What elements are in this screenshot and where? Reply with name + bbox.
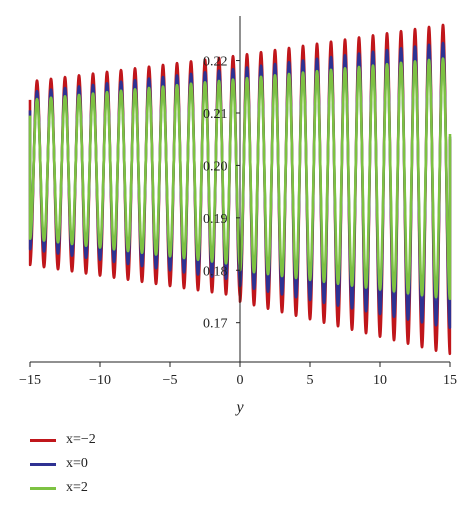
x-tick-label: 0 — [237, 373, 244, 388]
x-tick-label: 10 — [373, 373, 387, 388]
x-axis-label: y — [234, 399, 244, 416]
legend-label: x=−2 — [66, 432, 96, 447]
legend-swatch — [30, 486, 56, 490]
x-tick-label: 15 — [443, 373, 457, 388]
x-ticks: −15 −10 −5 0 5 10 15 — [19, 362, 457, 388]
legend-item-x-0: x=0 — [30, 452, 96, 476]
y-tick-label: 0.18 — [203, 264, 228, 279]
y-tick-label: 0.17 — [203, 317, 228, 332]
legend-label: x=0 — [66, 456, 88, 471]
x-tick-label: −10 — [89, 373, 111, 388]
x-tick-label: −15 — [19, 373, 41, 388]
y-tick-label: 0.19 — [203, 212, 228, 227]
legend-label: x=2 — [66, 480, 88, 495]
legend-item-x-2: x=2 — [30, 476, 96, 500]
legend-swatch — [30, 438, 56, 442]
legend-item-x-minus-2: x=−2 — [30, 428, 96, 452]
legend-swatch — [30, 462, 56, 466]
y-tick-label: 0.21 — [203, 107, 228, 122]
y-tick-label: 0.20 — [203, 159, 228, 174]
x-tick-label: −5 — [163, 373, 178, 388]
y-ticks: 0.17 0.18 0.19 0.20 0.21 0.22 — [203, 55, 240, 332]
x-tick-label: 5 — [307, 373, 314, 388]
legend: x=−2 x=0 x=2 — [30, 428, 96, 500]
line-chart: −15 −10 −5 0 5 10 15 0.170.180.190.200.210.22 … — [19, 16, 457, 416]
y-tick-label: 0.22 — [203, 55, 228, 70]
